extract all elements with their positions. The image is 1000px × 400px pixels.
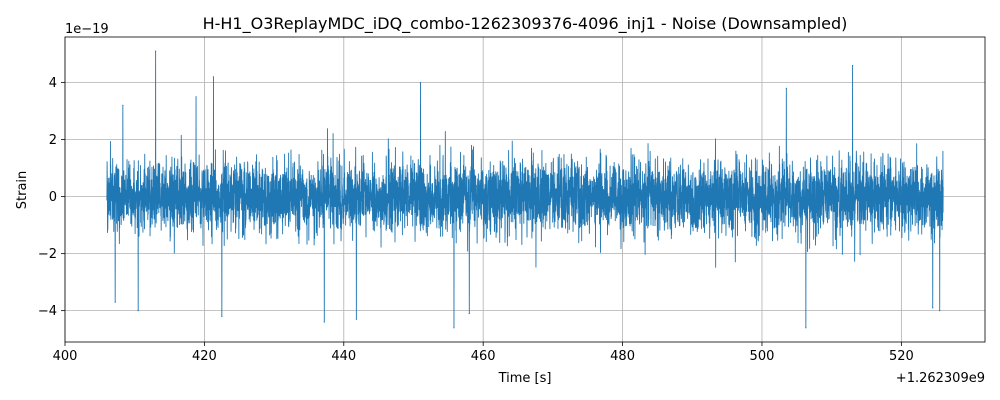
series-peak-point xyxy=(155,50,157,52)
y-tick-label: 2 xyxy=(49,133,57,148)
series-peak-point xyxy=(851,64,854,67)
series-layer xyxy=(106,50,944,329)
series-peak-point xyxy=(785,87,787,89)
series-peak-point xyxy=(323,321,325,323)
x-tick-label: 480 xyxy=(610,349,635,364)
x-tick-label: 460 xyxy=(471,349,496,364)
series-peak-point xyxy=(805,327,807,329)
plot-frame xyxy=(64,36,986,343)
y-axis-ticks: −4 −2 0 2 4 xyxy=(38,76,65,319)
chart-title: H-H1_O3ReplayMDC_iDQ_combo-1262309376-40… xyxy=(203,14,848,34)
y-tick-label: 0 xyxy=(49,190,57,205)
series-line xyxy=(106,50,944,329)
x-axis-offset-label: +1.262309e9 xyxy=(896,371,985,386)
x-tick-label: 500 xyxy=(750,349,775,364)
series-peak-point xyxy=(419,82,422,84)
y-tick-label: 4 xyxy=(49,76,57,91)
series-peak-point xyxy=(122,104,124,107)
y-tick-label: −4 xyxy=(38,304,57,319)
series-peak-point xyxy=(453,327,455,329)
y-axis-scale-label: 1e−19 xyxy=(65,22,109,37)
series-peak-point xyxy=(221,315,223,317)
y-tick-label: −2 xyxy=(38,247,57,262)
series-peak-point xyxy=(939,310,941,312)
x-tick-label: 420 xyxy=(192,349,217,364)
series-peak-point xyxy=(355,318,357,320)
series-peak-point xyxy=(137,310,139,312)
series-peak-point xyxy=(212,76,215,78)
x-tick-label: 440 xyxy=(331,349,356,364)
x-axis-ticks: 400 420 440 460 480 500 520 xyxy=(53,342,914,364)
x-axis-label: Time [s] xyxy=(498,371,552,386)
y-axis-label: Strain xyxy=(15,171,30,210)
series-peak-point xyxy=(114,301,116,303)
series-peak-point xyxy=(468,312,470,315)
series-peak-point xyxy=(195,96,197,98)
x-tick-label: 520 xyxy=(889,349,914,364)
x-tick-label: 400 xyxy=(53,349,78,364)
series-peak-point xyxy=(932,307,934,309)
